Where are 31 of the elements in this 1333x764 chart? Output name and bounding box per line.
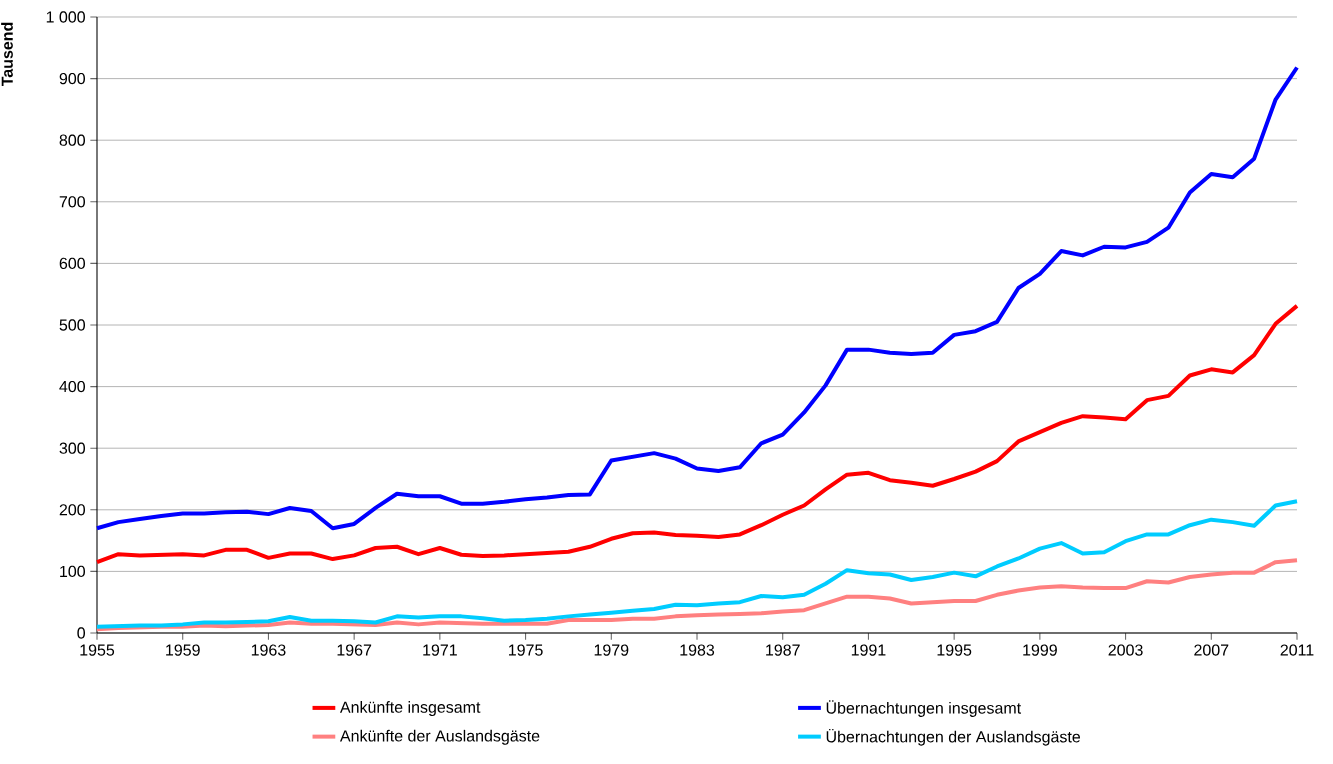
x-tick-label: 1995 — [937, 644, 972, 656]
x-tick-label: 2007 — [1194, 644, 1229, 656]
x-tick-label: 1979 — [594, 644, 629, 656]
y-tick-label: 300 — [59, 442, 86, 454]
x-tick-label: 1955 — [80, 644, 115, 656]
x-tick-label: 2011 — [1280, 644, 1314, 656]
legend-label: Übernachtungen insgesamt — [826, 700, 1022, 717]
x-tick-label: 1999 — [1023, 644, 1057, 656]
legend-label: Ankünfte insgesamt — [339, 701, 481, 717]
x-tick-label: 1971 — [423, 644, 457, 656]
x-tick-label: 1963 — [251, 644, 286, 656]
y-tick-label: 0 — [77, 627, 86, 639]
y-tick-label: 900 — [59, 72, 86, 85]
y-tick-label: 600 — [59, 257, 86, 270]
x-tick-label: 1975 — [508, 644, 543, 656]
y-tick-label: 800 — [59, 134, 86, 146]
x-tick-label: 1987 — [766, 644, 800, 656]
x-tick-label: 1959 — [166, 644, 200, 656]
x-tick-label: 1983 — [680, 644, 715, 656]
y-axis-title: Tausend — [1, 22, 13, 87]
y-tick-label: 1 000 — [46, 11, 85, 23]
legend-label: Ankünfte der Auslandsgäste — [339, 729, 540, 745]
y-tick-label: 400 — [59, 380, 86, 393]
y-tick-label: 700 — [59, 196, 86, 208]
legend-label: Übernachtungen der Auslandsgäste — [826, 728, 1081, 746]
y-tick-label: 100 — [60, 565, 86, 578]
x-tick-label: 1991 — [851, 644, 886, 656]
y-tick-label: 500 — [59, 319, 86, 331]
x-tick-label: 1967 — [337, 644, 372, 656]
x-tick-label: 2003 — [1108, 644, 1143, 656]
y-tick-label: 200 — [59, 504, 86, 516]
